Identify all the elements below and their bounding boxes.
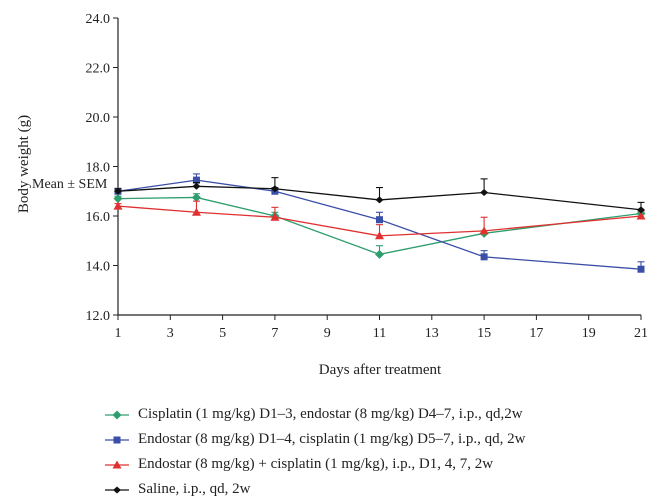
y-tick-label: 22.0 xyxy=(86,62,111,77)
data-point xyxy=(191,207,201,216)
sem-annotation: Mean ± SEM xyxy=(32,177,108,192)
legend-label: Saline, i.p., qd, 2w xyxy=(138,481,251,497)
legend-label: Endostar (8 mg/kg) + cisplatin (1 mg/kg)… xyxy=(138,456,494,472)
data-point xyxy=(376,216,383,224)
legend-marker-plus xyxy=(105,486,129,493)
data-point xyxy=(636,211,646,220)
data-point xyxy=(192,176,200,184)
data-point xyxy=(375,196,384,204)
series-line xyxy=(117,185,642,211)
series-2 xyxy=(113,200,646,240)
legend-point xyxy=(112,410,122,419)
legend-point xyxy=(113,436,121,443)
legend-item-combination: Endostar (8 mg/kg) + cisplatin (1 mg/kg)… xyxy=(104,452,525,477)
series-line xyxy=(117,179,642,270)
data-point xyxy=(637,206,645,214)
axes: 12.014.016.018.020.022.024.01 3 5 7 9 11 13 15 1… xyxy=(86,12,649,341)
legend-item-cisplatin-first: Cisplatin (1 mg/kg) D1–3, endostar (8 mg… xyxy=(104,402,525,427)
data-point xyxy=(114,187,122,195)
x-tick-label: 15 xyxy=(477,326,491,341)
line-chart: 12.014.016.018.020.022.024.01 3 5 7 9 11 13 15 1… xyxy=(16,12,649,378)
x-tick-label: 11 xyxy=(373,326,386,341)
data-point xyxy=(270,185,279,193)
legend-point xyxy=(112,460,122,468)
series-line xyxy=(117,196,642,256)
data-point xyxy=(375,231,384,240)
legend-point xyxy=(113,486,121,493)
data-point xyxy=(480,188,489,196)
x-tick-label: 21 xyxy=(634,326,648,341)
legend-label: Endostar (8 mg/kg) D1–4, cisplatin (1 mg… xyxy=(138,431,526,447)
y-tick-label: 24.0 xyxy=(86,12,111,27)
data-point xyxy=(113,194,123,204)
data-point xyxy=(191,192,201,202)
legend-marker-square xyxy=(105,436,129,443)
x-tick-label: 7 xyxy=(271,326,278,341)
legend-marker-diamond xyxy=(105,410,129,419)
legend-label: Cisplatin (1 mg/kg) D1–3, endostar (8 mg… xyxy=(138,406,523,422)
series-line xyxy=(117,205,642,237)
series-layer xyxy=(113,173,646,273)
x-tick-label: 3 xyxy=(167,326,174,341)
data-point xyxy=(375,249,384,259)
series-3 xyxy=(114,177,645,214)
legend-item-endostar-first: Endostar (8 mg/kg) D1–4, cisplatin (1 mg… xyxy=(104,427,525,452)
data-point xyxy=(113,201,123,210)
x-tick-label: 13 xyxy=(425,326,439,341)
data-point xyxy=(479,226,489,235)
data-point xyxy=(637,265,645,273)
data-point xyxy=(192,182,201,190)
x-tick-label: 9 xyxy=(324,326,331,341)
x-tick-label: 17 xyxy=(529,326,543,341)
y-axis-title: Body weight (g) xyxy=(16,115,32,213)
y-tick-label: 12.0 xyxy=(86,309,111,324)
legend: Cisplatin (1 mg/kg) D1–3, endostar (8 mg… xyxy=(104,402,525,502)
legend-item-saline: Saline, i.p., qd, 2w xyxy=(104,477,525,502)
data-point xyxy=(480,253,488,261)
y-tick-label: 20.0 xyxy=(86,111,111,126)
x-tick-label: 5 xyxy=(219,326,226,341)
x-tick-label: 1 xyxy=(115,326,122,341)
y-tick-label: 16.0 xyxy=(86,210,111,225)
data-point xyxy=(270,212,280,221)
y-tick-label: 18.0 xyxy=(86,161,111,176)
x-tick-label: 19 xyxy=(582,326,596,341)
legend-marker-triangle xyxy=(105,460,129,468)
x-axis-title: Days after treatment xyxy=(319,362,442,378)
y-tick-label: 14.0 xyxy=(86,260,111,275)
